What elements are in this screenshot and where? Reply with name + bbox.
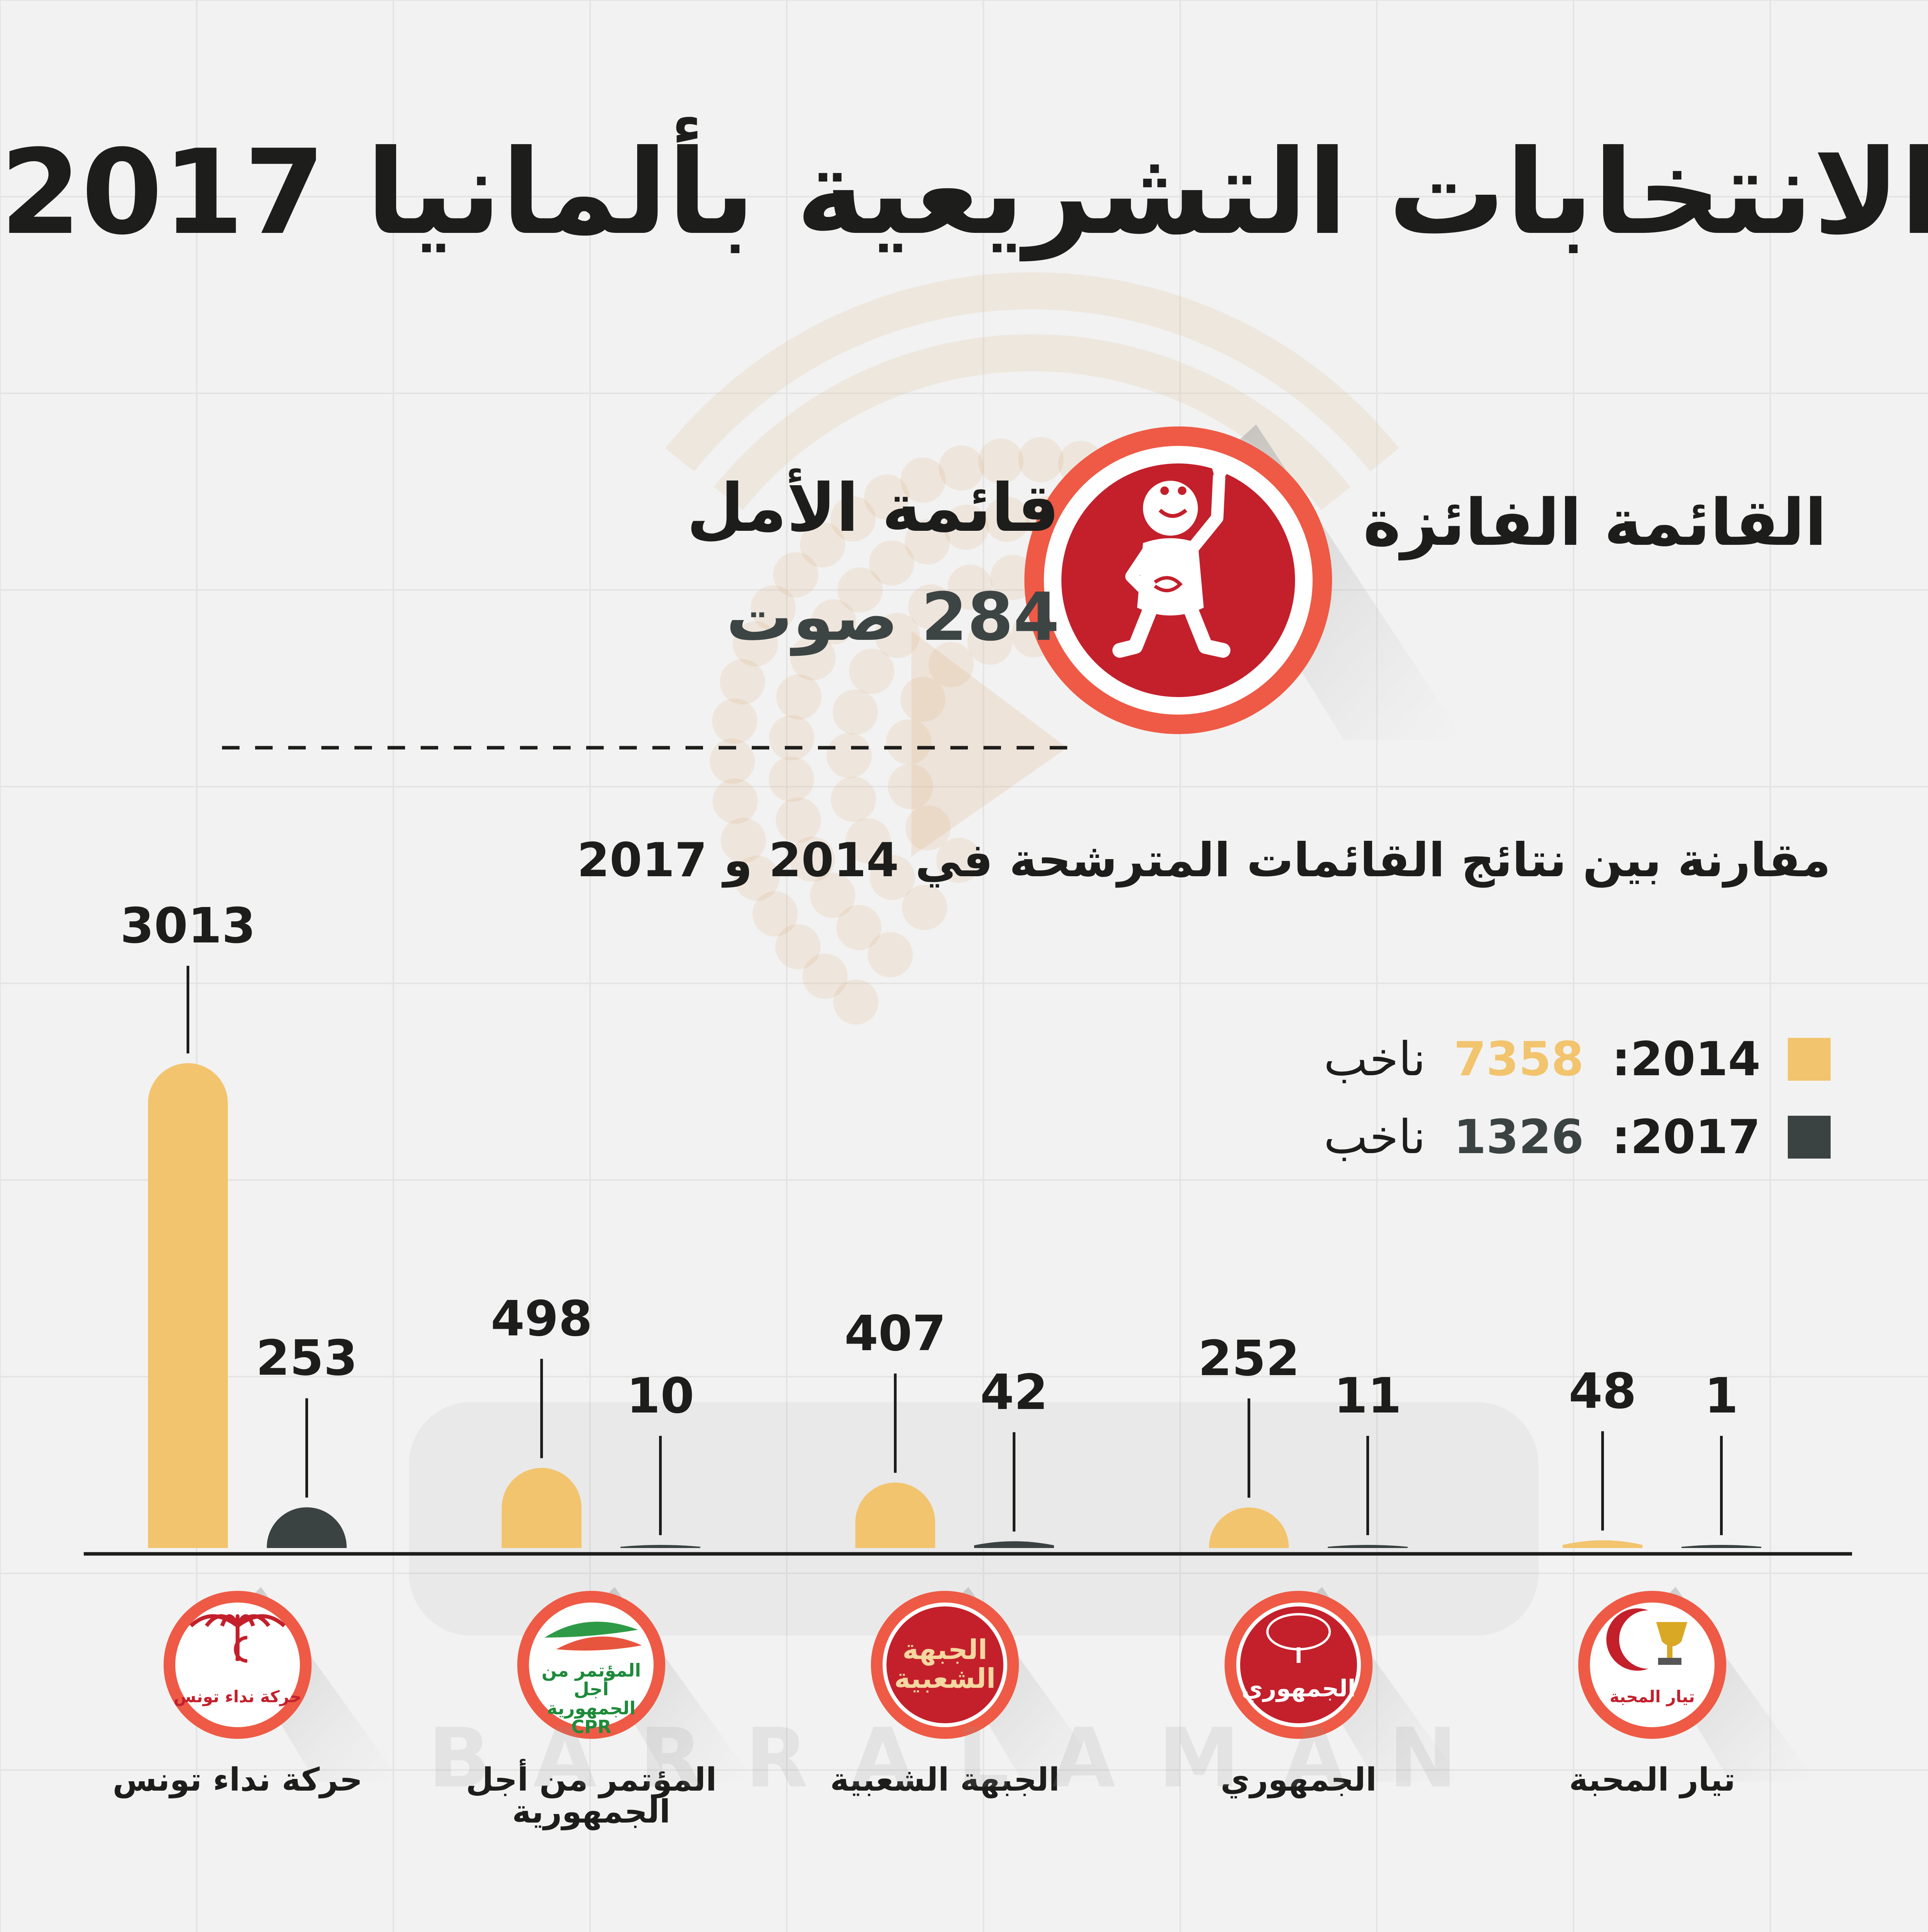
legend-item-2017: 2017: 1326 ناخب — [1312, 1110, 1831, 1164]
data-label: 407 — [844, 1305, 946, 1362]
legend-item-2014: 2014: 7358 ناخب — [1312, 1032, 1831, 1087]
legend-swatch-2014 — [1788, 1038, 1831, 1081]
badge-logo-text: حركة نداء تونس — [173, 1687, 302, 1706]
data-label: 1 — [1704, 1368, 1738, 1424]
legend-year: 2014: — [1612, 1032, 1761, 1087]
data-label: 498 — [491, 1291, 592, 1347]
badge-logo-text: تيار المحبة — [1609, 1687, 1695, 1706]
legend-count: 1326 — [1454, 1110, 1584, 1164]
legend-year: 2017: — [1612, 1110, 1761, 1164]
badge-logo-text: الجمهوري — [1241, 1675, 1356, 1702]
chart-title: مقارنة بين نتائج القائمات المترشحة في 20… — [577, 833, 1831, 888]
data-label: 252 — [1198, 1330, 1300, 1387]
category-label: تيار المحبة — [1569, 1761, 1736, 1798]
data-label: 48 — [1568, 1363, 1637, 1420]
data-label: 10 — [626, 1368, 694, 1424]
legend-unit: ناخب — [1324, 1110, 1426, 1164]
data-label: 42 — [980, 1364, 1048, 1421]
data-label: 253 — [256, 1330, 358, 1387]
legend-unit: ناخب — [1324, 1032, 1426, 1087]
badge-logo-text: الجبهة الشعبية — [894, 1634, 996, 1694]
winner-label: القائمة الفائزة — [1363, 485, 1827, 560]
page-title: الانتخابات التشريعية بألمانيا 2017 — [0, 125, 1928, 261]
legend-swatch-2017 — [1788, 1116, 1831, 1159]
category-label: المؤتمر من أجل الجمهورية — [465, 1761, 717, 1830]
category-label: الجمهوري — [1220, 1761, 1377, 1798]
winner-name: قائمة الأمل — [686, 470, 1059, 547]
legend-count: 7358 — [1454, 1032, 1584, 1087]
category-label: الجبهة الشعبية — [830, 1761, 1060, 1798]
category-label: حركة نداء تونس — [113, 1761, 363, 1798]
data-label: 3013 — [120, 898, 256, 954]
data-label: 11 — [1334, 1368, 1402, 1424]
winner-votes: 284 صوت — [726, 579, 1059, 656]
badge-logo-text: المؤتمر من أجل الجمهورية CPR — [541, 1660, 641, 1737]
watermark: BARRALAMAN — [428, 1710, 1500, 1806]
